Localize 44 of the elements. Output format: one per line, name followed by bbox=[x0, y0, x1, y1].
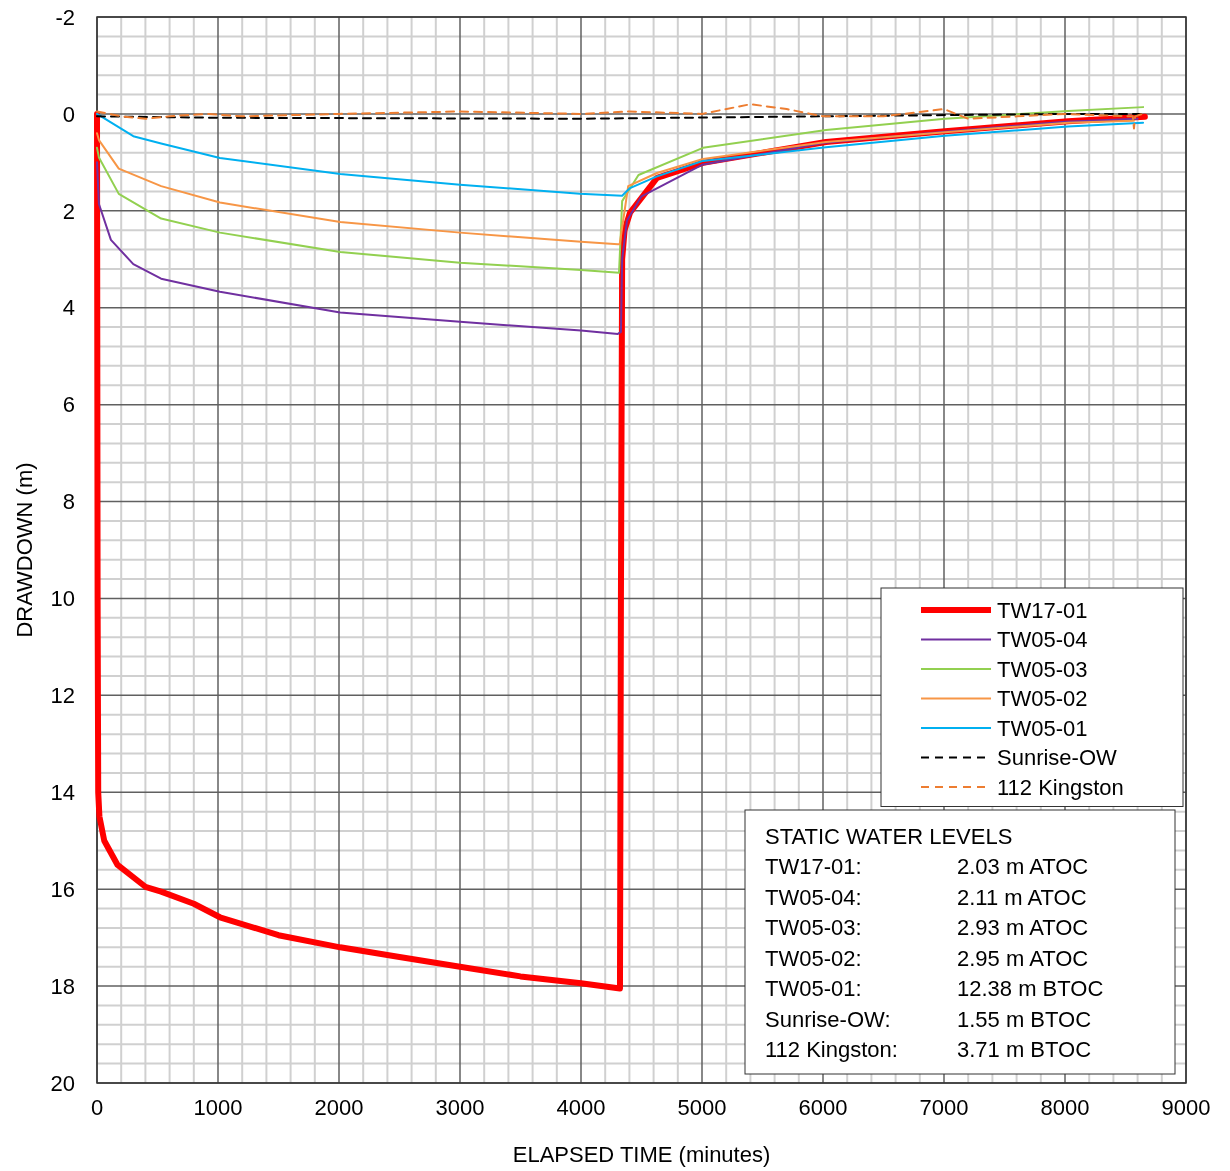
line-series bbox=[96, 119, 1135, 246]
legend-label: TW05-01 bbox=[997, 715, 1088, 741]
y-tick-label: 4 bbox=[62, 295, 75, 321]
text: TW05-03: 2.93 m ATOC bbox=[765, 915, 1089, 941]
y-tick-label: 8 bbox=[62, 489, 75, 515]
legend-label: TW17-01 bbox=[997, 597, 1088, 623]
y-tick-label: 10 bbox=[50, 586, 75, 612]
x-tick-label: 9000 bbox=[1161, 1095, 1211, 1120]
text: TW05-01: 12.38 m BTOC bbox=[765, 976, 1104, 1002]
legend-label: TW05-04 bbox=[997, 627, 1088, 653]
text: TW17-01: 2.03 m ATOC bbox=[765, 854, 1089, 880]
line-series bbox=[96, 106, 1145, 274]
y-tick-label: 6 bbox=[62, 392, 75, 418]
x-tick-label: 6000 bbox=[798, 1095, 848, 1120]
x-tick-label: 5000 bbox=[677, 1095, 727, 1120]
text: Sunrise-OW: 1.55 m BTOC bbox=[765, 1006, 1092, 1032]
legend-label: TW05-02 bbox=[997, 686, 1088, 712]
annotation: STATIC WATER LEVELS bbox=[765, 823, 1013, 849]
x-tick-label: 1000 bbox=[193, 1095, 243, 1120]
x-tick-label: 0 bbox=[90, 1095, 104, 1120]
y-tick-label: 18 bbox=[50, 973, 75, 999]
x-tick-label: 4000 bbox=[556, 1095, 606, 1120]
y-tick-label: 14 bbox=[50, 779, 75, 805]
y-axis-title: DRAWDOWN (m) bbox=[12, 462, 37, 638]
line-series bbox=[96, 112, 1145, 197]
x-axis-title: ELAPSED TIME (minutes) bbox=[512, 1142, 771, 1167]
text: 112 Kingston: 3.71 m BTOC bbox=[765, 1037, 1092, 1063]
legend-label: Sunrise-OW bbox=[997, 745, 1118, 771]
y-tick-label: 2 bbox=[62, 198, 75, 224]
x-tick-label: 7000 bbox=[919, 1095, 969, 1120]
x-tick-label: 8000 bbox=[1040, 1095, 1090, 1120]
x-tick-label: 3000 bbox=[435, 1095, 485, 1120]
y-tick-label: 12 bbox=[50, 683, 75, 709]
y-tick-label: -2 bbox=[55, 4, 75, 30]
legend-label: 112 Kingston bbox=[997, 774, 1124, 800]
y-tick-label: 0 bbox=[62, 101, 75, 127]
y-tick-label: 20 bbox=[50, 1070, 75, 1096]
line-series bbox=[96, 117, 1139, 335]
text: TW05-04: 2.11 m ATOC bbox=[765, 884, 1087, 910]
legend-label: TW05-03 bbox=[997, 656, 1088, 682]
line-series bbox=[96, 103, 1144, 130]
y-tick-label: 16 bbox=[50, 876, 75, 902]
x-tick-label: 2000 bbox=[314, 1095, 364, 1120]
text: TW05-02: 2.95 m ATOC bbox=[765, 945, 1089, 971]
